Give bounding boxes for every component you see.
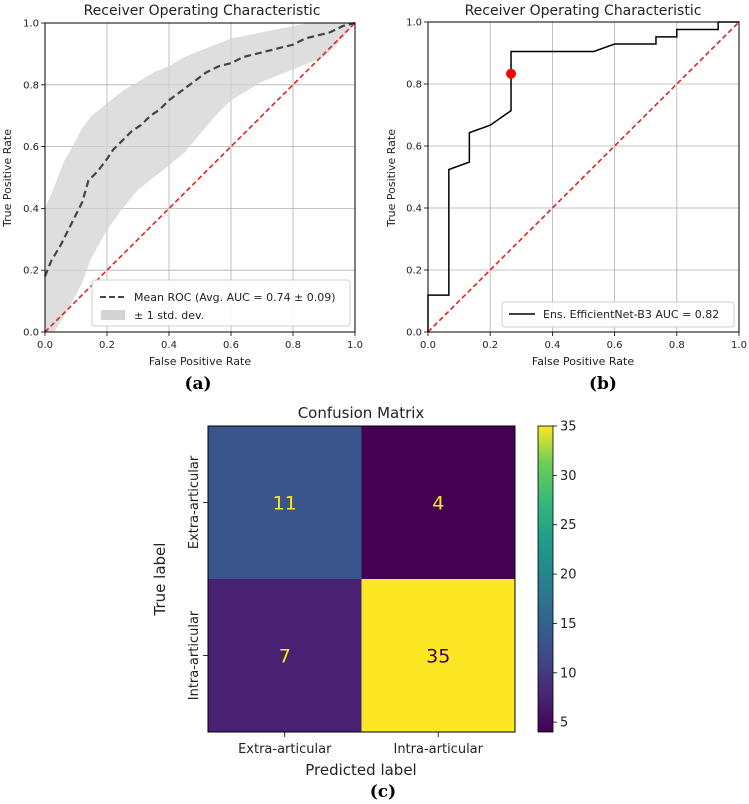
- colorbar-tick-label: 10: [560, 666, 577, 681]
- chart-a-ytick-label: 0.8: [23, 80, 39, 91]
- chart-b-ytick-label: 0.2: [406, 266, 422, 277]
- chart-a-ytick-label: 0.6: [23, 142, 39, 153]
- chart-a-ytick-label: 0.2: [23, 266, 39, 277]
- chart-c-ylabel: True label: [151, 543, 169, 617]
- colorbar-tick-label: 25: [560, 518, 577, 533]
- chart-b-ytick-label: 0.4: [406, 204, 422, 215]
- matrix-cell: [208, 579, 362, 732]
- confusion-matrix-chart: Confusion Matrix 11 4 7 35 Extra-articular I…: [151, 404, 577, 779]
- colorbar: [537, 425, 554, 733]
- chart-b-ytick-label: 0.6: [406, 142, 422, 153]
- legend-mean-roc: Mean ROC (Avg. AUC = 0.74 ± 0.09): [134, 291, 336, 304]
- colorbar-tick-label: 30: [560, 469, 577, 484]
- chart-c-xlabel: Predicted label: [305, 761, 416, 779]
- chart-b-ytick-label: 0.0: [406, 328, 422, 339]
- chart-b-xtick-label: 0.6: [607, 340, 623, 351]
- chart-b-frame: [427, 21, 740, 333]
- colorbar-tick-label: 20: [560, 568, 577, 583]
- chart-b-ytick-label: 0.8: [406, 80, 422, 91]
- chart-a-std-band: [45, 23, 355, 332]
- chart-a-xtick-label: 0.0: [37, 340, 53, 351]
- chart-a-ytick-label: 0.4: [23, 204, 39, 215]
- chart-b-xtick-label: 0.2: [482, 340, 498, 351]
- chart-a-title: Receiver Operating Characteristic: [84, 3, 321, 19]
- legend-std-band: ± 1 std. dev.: [134, 309, 204, 322]
- matrix-row-label: Extra-articular: [187, 455, 202, 549]
- chart-b-operating-point: [506, 68, 517, 79]
- chart-a-roc-line: [43, 21, 356, 277]
- chart-b-legend: Ens. EfficientNet-B3 AUC = 0.82: [501, 301, 735, 328]
- chart-b-xtick-label: 0.8: [669, 340, 685, 351]
- matrix-cell-value: 7: [279, 646, 291, 668]
- chart-a-xtick-label: 0.8: [285, 340, 301, 351]
- chart-a-xtick-label: 0.2: [99, 340, 115, 351]
- chart-a-xlabel: False Positive Rate: [149, 355, 251, 368]
- chart-b-xlabel: False Positive Rate: [532, 355, 634, 368]
- chart-b-ylabel: True Positive Rate: [385, 129, 398, 228]
- chart-a-legend: Mean ROC (Avg. AUC = 0.74 ± 0.09) ± 1 st…: [91, 279, 351, 327]
- caption-a: (a): [184, 374, 211, 394]
- caption-b: (b): [589, 374, 617, 394]
- matrix-cell-value: 4: [432, 493, 444, 515]
- matrix-cell: [361, 426, 515, 579]
- matrix-cell: [361, 579, 515, 732]
- legend-std-swatch: [101, 310, 125, 320]
- matrix-cell: [208, 426, 362, 579]
- chart-b-title: Receiver Operating Characteristic: [465, 3, 702, 19]
- matrix-frame: [207, 425, 516, 733]
- chart-b-chance-line: [427, 21, 740, 333]
- chart-a-xtick-label: 1.0: [347, 340, 363, 351]
- chart-b-xtick-label: 1.0: [731, 340, 747, 351]
- colorbar-tick-label: 5: [560, 716, 568, 731]
- roc-mean-chart: Receiver Operating Characteristic 0.0 0.2…: [1, 3, 363, 368]
- chart-a-frame: [44, 22, 356, 333]
- matrix-col-label: Intra-articular: [393, 742, 483, 757]
- chart-a-ytick-label: 0.0: [23, 328, 39, 339]
- matrix-cell-value: 35: [426, 646, 450, 668]
- roc-ensemble-chart: Receiver Operating Characteristic 0.0 0.2…: [385, 3, 747, 368]
- colorbar-tick-label: 35: [560, 420, 577, 435]
- chart-a-ytick-label: 1.0: [23, 19, 39, 30]
- matrix-col-label: Extra-articular: [238, 742, 332, 757]
- chart-b-xtick-label: 0.0: [420, 340, 436, 351]
- chart-b-ytick-label: 1.0: [406, 18, 422, 29]
- chart-a-ylabel: True Positive Rate: [1, 129, 14, 228]
- matrix-row-label: Intra-articular: [187, 610, 202, 700]
- caption-c: (c): [370, 782, 396, 802]
- chart-a-xtick-label: 0.4: [161, 340, 177, 351]
- colorbar-tick-label: 15: [560, 617, 577, 632]
- chart-c-title: Confusion Matrix: [298, 404, 425, 422]
- chart-b-xtick-label: 0.4: [544, 340, 560, 351]
- legend-ensemble: Ens. EfficientNet-B3 AUC = 0.82: [543, 308, 719, 321]
- chart-a-xtick-label: 0.6: [223, 340, 239, 351]
- matrix-cell-value: 11: [273, 493, 297, 515]
- chart-b-roc-line: [427, 21, 739, 332]
